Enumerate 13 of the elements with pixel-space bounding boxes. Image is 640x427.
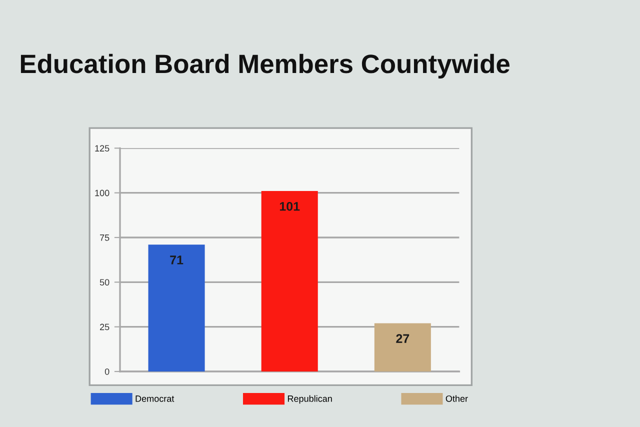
data-label: 71 (170, 256, 184, 264)
y-tick-label: 75 (100, 234, 110, 241)
legend-label: Democrat (136, 396, 174, 402)
y-tick-label: 25 (100, 324, 110, 330)
y-tick-label: 125 (95, 145, 110, 152)
legend-label: Other (446, 395, 468, 402)
data-label: 27 (396, 334, 410, 343)
y-tick-label: 100 (95, 190, 110, 196)
legend-label: Republican (288, 395, 332, 404)
chart-title: Education Board Members Countywide (20, 54, 510, 78)
data-label: 101 (280, 202, 300, 211)
y-tick-label: 0 (104, 368, 110, 375)
y-tick-label: 50 (100, 279, 110, 286)
